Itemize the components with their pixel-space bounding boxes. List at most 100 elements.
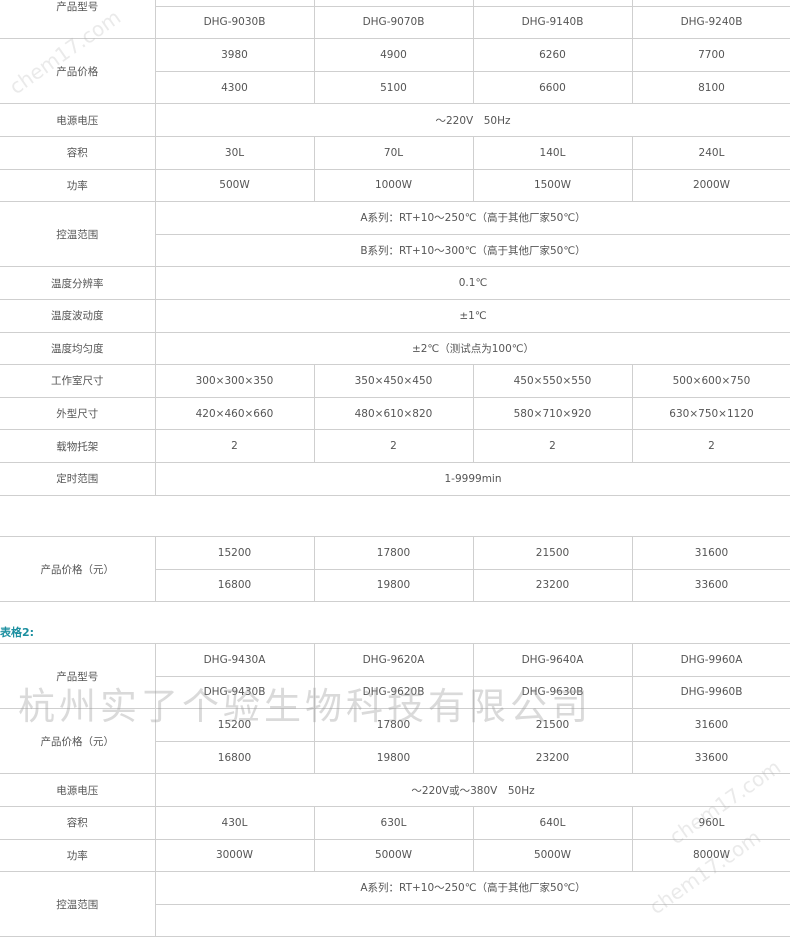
- table-cell: 640L: [472, 805, 633, 840]
- table-row: 产品价格 3980 4900 6260 7700: [0, 38, 790, 105]
- table-row: 容积 430L 630L 640L 960L: [0, 805, 790, 840]
- price-table: 产品价格（元） 15200 17800 21500 31600 16800 19800 232…: [0, 535, 790, 603]
- table-row: 电源电压 ～220V 50Hz: [0, 103, 790, 137]
- table-cell: A系列：RT+10～250℃（高于其他厂家50℃）: [154, 871, 790, 905]
- table-cell: 1000W: [313, 168, 474, 203]
- table-cell: DHG-9630B: [472, 675, 633, 710]
- table-cell: B系列：RT+10～300℃（高于其他厂家50℃）: [155, 233, 790, 268]
- table-cell: 33600: [631, 568, 790, 603]
- table-cell: 15200: [154, 536, 315, 570]
- table-row: 产品价格（元） 15200 17800 21500 31600: [0, 535, 790, 603]
- table-cell: 33600: [631, 740, 790, 775]
- row-label: 产品价格（元）: [0, 535, 156, 603]
- row-label: 电源电压: [0, 773, 156, 807]
- table-cell: ～220V 50Hz: [154, 103, 790, 137]
- table-row: 控温范围 A系列：RT+10～250℃（高于其他厂家50℃）: [0, 871, 790, 937]
- table-cell: 21500: [472, 536, 633, 570]
- table-cell: 6260: [472, 38, 633, 72]
- table-cell: 430L: [154, 805, 315, 840]
- row-label: 功率: [0, 168, 156, 203]
- table-cell: 500×600×750: [631, 364, 790, 398]
- row-label: 控温范围: [0, 871, 156, 937]
- table-cell: 1-9999min: [154, 461, 790, 496]
- spec-table-1: 产品型号 DHG-9030B DHG-9070B DHG-9140B DHG-9240B…: [0, 0, 790, 496]
- table-cell: 480×610×820: [313, 396, 474, 431]
- table-row: 产品型号: [0, 0, 790, 40]
- table-row: 电源电压 ～220V或～380V 50Hz: [0, 773, 790, 807]
- table-cell: 2: [313, 429, 474, 463]
- table-cell: 19800: [313, 740, 474, 775]
- table-row: 功率 3000W 5000W 5000W 8000W: [0, 838, 790, 873]
- table-cell: 23200: [472, 740, 633, 775]
- row-label: 温度波动度: [0, 298, 156, 333]
- table-row: 4300 5100 6600 8100: [0, 70, 790, 105]
- table-row: 16800 19800 23200 33600: [0, 568, 790, 603]
- table-cell: DHG-9140B: [472, 5, 633, 40]
- table-cell: 960L: [631, 805, 790, 840]
- table-cell: 17800: [313, 708, 474, 742]
- table-cell: DHG-9070B: [313, 5, 474, 40]
- table-row: 载物托架 2 2 2 2: [0, 429, 790, 463]
- table-2-caption: 表格2:: [0, 626, 35, 639]
- table-cell: DHG-9430B: [155, 675, 315, 710]
- table-cell: 3000W: [154, 838, 315, 873]
- row-label: 产品价格（元）: [0, 708, 156, 775]
- row-label: 温度分辨率: [0, 266, 156, 300]
- table-cell: 0.1℃: [154, 266, 790, 300]
- table-cell: 2000W: [631, 168, 790, 203]
- table-cell: ±2℃（测试点为100℃）: [154, 331, 790, 366]
- table-cell: 420×460×660: [154, 396, 315, 431]
- table-row: DHG-9430B DHG-9620B DHG-9630B DHG-9960B: [0, 675, 790, 710]
- table-cell: 31600: [631, 536, 790, 570]
- table-cell: DHG-9240B: [631, 5, 790, 40]
- table-cell: 23200: [472, 568, 633, 603]
- table-row: 容积 30L 70L 140L 240L: [0, 135, 790, 170]
- row-label: 产品价格: [0, 38, 156, 105]
- row-label: 定时范围: [0, 461, 156, 496]
- row-label: 电源电压: [0, 103, 156, 137]
- table-cell: 8000W: [631, 838, 790, 873]
- table-row: 定时范围 1-9999min: [0, 461, 790, 496]
- table-cell: 2: [154, 429, 315, 463]
- table-cell: 1500W: [472, 168, 633, 203]
- table-cell: 2: [472, 429, 633, 463]
- row-label: 功率: [0, 838, 156, 873]
- table-cell: ～220V或～380V 50Hz: [154, 773, 790, 807]
- table-cell: 6600: [472, 70, 633, 105]
- table-cell: 15200: [154, 708, 315, 742]
- table-cell: 500W: [154, 168, 315, 203]
- row-label: 容积: [0, 805, 156, 840]
- table-cell: [155, 903, 790, 937]
- table-cell: A系列：RT+10～250℃（高于其他厂家50℃）: [154, 201, 790, 235]
- spec-table-2: 产品型号 DHG-9430A DHG-9620A DHG-9640A DHG-9960A…: [0, 642, 790, 937]
- row-label: 产品型号: [0, 0, 156, 40]
- table-cell: 350×450×450: [313, 364, 474, 398]
- table-cell: DHG-9640A: [472, 643, 633, 677]
- table-cell: 17800: [313, 536, 474, 570]
- table-row: 温度均匀度 ±2℃（测试点为100℃）: [0, 331, 790, 366]
- row-label: 控温范围: [0, 201, 156, 268]
- table-cell: 4300: [155, 70, 315, 105]
- table-cell: 630L: [313, 805, 474, 840]
- table-cell: 5100: [313, 70, 474, 105]
- table-cell: 4900: [313, 38, 474, 72]
- table-cell: DHG-9960A: [631, 643, 790, 677]
- table-cell: 630×750×1120: [631, 396, 790, 431]
- table-cell: DHG-9620B: [313, 675, 474, 710]
- table-cell: 300×300×350: [154, 364, 315, 398]
- table-row: 产品型号 DHG-9430A DHG-9620A DHG-9640A DHG-9960A: [0, 642, 790, 710]
- table-cell: 450×550×550: [472, 364, 633, 398]
- table-cell: 21500: [472, 708, 633, 742]
- table-cell: DHG-9960B: [631, 675, 790, 710]
- table-row: 控温范围 A系列：RT+10～250℃（高于其他厂家50℃）: [0, 201, 790, 268]
- table-cell: 580×710×920: [472, 396, 633, 431]
- row-label: 产品型号: [0, 642, 156, 710]
- table-cell: 7700: [631, 38, 790, 72]
- row-label: 容积: [0, 135, 156, 170]
- table-cell: 5000W: [313, 838, 474, 873]
- table-cell: 31600: [631, 708, 790, 742]
- table-cell: 140L: [472, 135, 633, 170]
- table-row: B系列：RT+10～300℃（高于其他厂家50℃）: [0, 233, 790, 268]
- table-cell: 8100: [631, 70, 790, 105]
- table-cell: ±1℃: [154, 298, 790, 333]
